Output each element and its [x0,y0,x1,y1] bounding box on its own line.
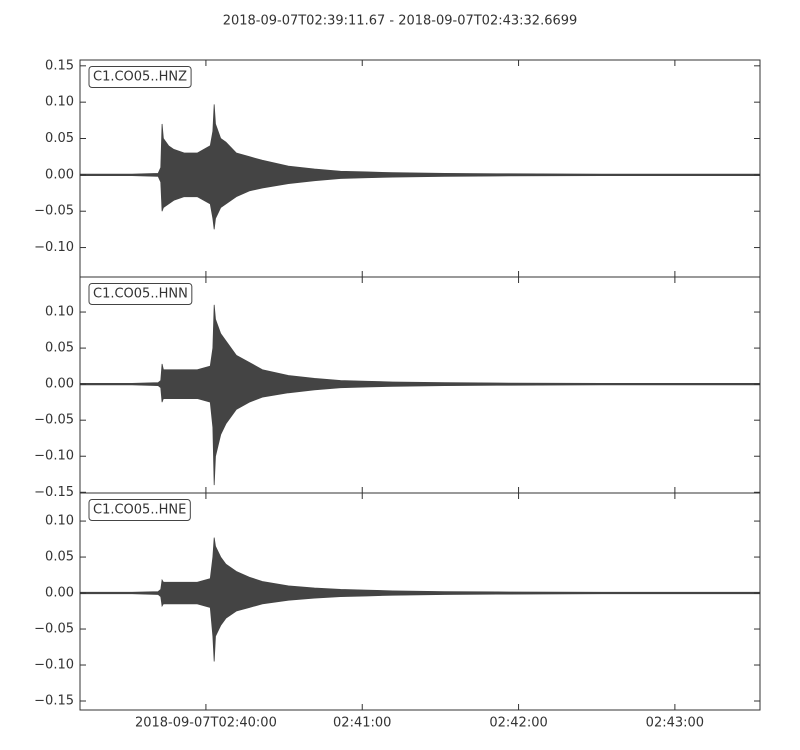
waveform-envelope [79,537,761,594]
y-tick-label: −0.10 [34,658,74,673]
x-tick-label: 02:43:00 [646,716,704,731]
y-tick-label: −0.05 [34,622,74,637]
y-tick-label: 0.00 [45,586,74,601]
y-tick-label: −0.15 [34,694,74,709]
y-tick-label: −0.05 [34,413,74,428]
trace-label: C1.CO05..HNE [93,503,186,518]
y-tick-label: 0.10 [45,305,74,320]
trace-label-box [88,283,193,305]
waveform-envelope [79,592,761,662]
trace-label-box [88,66,192,88]
y-tick-label: 0.15 [45,58,74,73]
y-tick-label: 0.10 [45,95,74,110]
chart-title: 2018-09-07T02:39:11.67 - 2018-09-07T02:4… [223,14,578,29]
y-tick-label: 0.05 [45,550,74,565]
y-tick-label: 0.05 [45,341,74,356]
waveform-envelope [79,104,761,176]
y-tick-label: 0.10 [45,514,74,529]
y-tick-label: 0.00 [45,377,74,392]
y-tick-label: 0.05 [45,131,74,146]
y-tick-label: −0.10 [34,240,74,255]
trace-label: C1.CO05..HNN [93,287,188,302]
trace-label: C1.CO05..HNZ [93,70,187,85]
y-tick-label: −0.10 [34,449,74,464]
axes-frame [79,492,761,711]
x-tick-label: 02:41:00 [333,716,391,731]
y-tick-label: −0.05 [34,204,74,219]
trace-label-box [88,499,191,521]
waveform-envelope [79,383,761,486]
waveform-envelope [79,304,761,385]
y-tick-label: 0.00 [45,167,74,182]
x-tick-label: 2018-09-07T02:40:00 [135,716,277,731]
x-tick-label: 02:42:00 [489,716,547,731]
y-tick-label: −0.15 [34,485,74,500]
waveform-envelope [79,174,761,230]
